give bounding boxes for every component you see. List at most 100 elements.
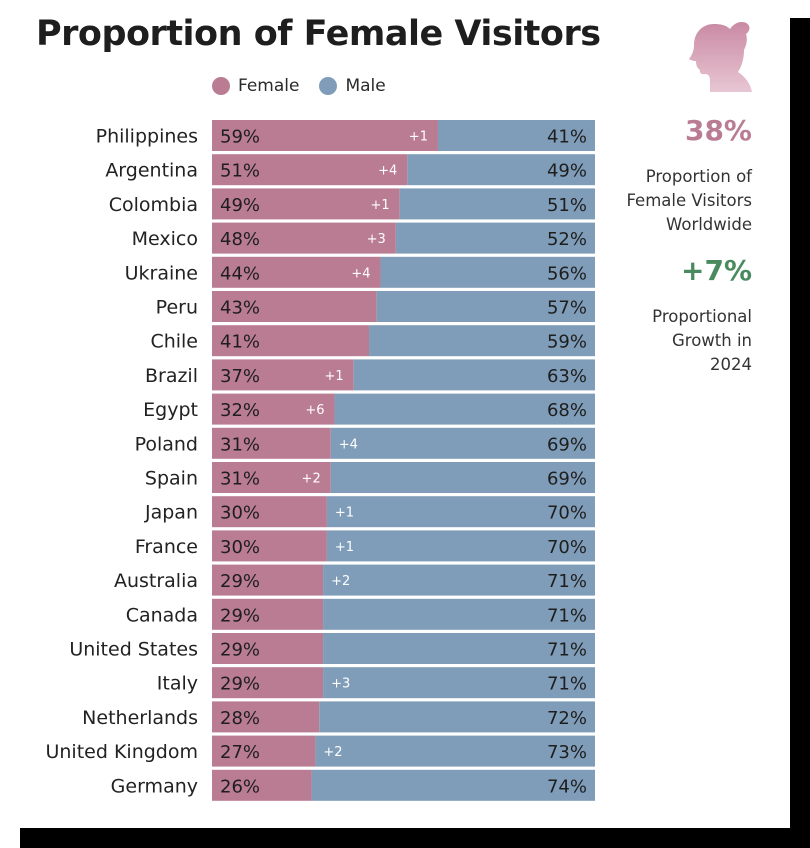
category-label-philippines: Philippines	[96, 126, 198, 148]
growth-label-italy: +3	[331, 677, 350, 692]
bar-female-italy	[212, 667, 324, 699]
value-label-female-united-states: 29%	[220, 640, 260, 661]
growth-label-colombia: +1	[370, 198, 389, 213]
value-label-male-mexico: 52%	[547, 229, 587, 250]
value-label-female-chile: 41%	[220, 332, 260, 353]
value-label-female-mexico: 48%	[220, 229, 260, 250]
value-label-male-ukraine: 56%	[547, 263, 587, 284]
category-label-chile: Chile	[150, 331, 198, 353]
growth-label-japan: +1	[335, 506, 354, 521]
bar-female-france	[212, 530, 327, 562]
legend-label-male: Male	[345, 76, 386, 96]
bar-female-netherlands	[212, 701, 320, 733]
value-label-female-australia: 29%	[220, 571, 260, 592]
value-label-male-united-kingdom: 73%	[547, 742, 587, 763]
bar-female-united-kingdom	[212, 735, 316, 767]
value-label-male-brazil: 63%	[547, 366, 587, 387]
bar-chart: Philippines 59% 41% +1 Argentina 51% 49% +4 Colo…	[45, 120, 595, 801]
growth-label-united-kingdom: +2	[323, 745, 342, 760]
value-label-female-germany: 26%	[220, 776, 260, 797]
bar-female-spain	[212, 462, 331, 493]
bar-male-netherlands	[319, 701, 595, 733]
bar-male-argentina	[407, 154, 595, 186]
bar-male-philippines	[437, 120, 595, 151]
category-label-argentina: Argentina	[105, 160, 198, 182]
worldwide-female-label: Proportion of Female Visitors Worldwide	[626, 167, 752, 234]
bar-female-egypt	[212, 393, 335, 425]
bar-male-australia	[323, 564, 595, 596]
category-label-france: France	[135, 536, 198, 558]
infographic-card: Proportion of Female Visitors Female Mal…	[36, 14, 752, 801]
frame-shadow-bottom	[20, 828, 810, 848]
chart-title: Proportion of Female Visitors	[36, 14, 601, 54]
category-label-ukraine: Ukraine	[125, 262, 198, 284]
value-label-female-united-kingdom: 27%	[220, 742, 260, 763]
bar-male-colombia	[399, 188, 595, 220]
category-label-italy: Italy	[157, 673, 198, 695]
growth-label-argentina: +4	[378, 164, 397, 179]
category-label-mexico: Mexico	[132, 228, 198, 250]
value-label-male-france: 70%	[547, 537, 587, 558]
bar-male-japan	[326, 496, 595, 528]
category-label-brazil: Brazil	[145, 365, 198, 387]
value-label-male-colombia: 51%	[547, 195, 587, 216]
growth-label-france: +1	[335, 540, 354, 555]
bar-male-united-kingdom	[315, 735, 595, 767]
growth-label-mexico: +3	[367, 232, 386, 247]
category-label-egypt: Egypt	[143, 399, 198, 421]
category-label-netherlands: Netherlands	[82, 707, 198, 729]
category-label-united-kingdom: United Kingdom	[45, 741, 198, 763]
bar-male-poland	[330, 427, 595, 459]
growth-stat: +7%	[681, 254, 752, 287]
bar-male-ukraine	[380, 256, 595, 288]
value-label-female-egypt: 32%	[220, 400, 260, 421]
bar-male-united-states	[323, 633, 595, 664]
bar-female-chile	[212, 325, 370, 357]
category-label-united-states: United States	[69, 639, 198, 661]
bar-female-ukraine	[212, 256, 381, 288]
value-label-male-egypt: 68%	[547, 400, 587, 421]
category-label-australia: Australia	[114, 570, 198, 592]
bar-female-philippines	[212, 120, 438, 151]
chart-legend: Female Male	[212, 76, 386, 96]
bar-female-canada	[212, 598, 324, 630]
value-label-female-colombia: 49%	[220, 195, 260, 216]
value-label-female-philippines: 59%	[220, 127, 260, 148]
category-label-spain: Spain	[145, 468, 198, 490]
value-label-male-poland: 69%	[547, 434, 587, 455]
category-label-colombia: Colombia	[109, 194, 198, 216]
bar-female-colombia	[212, 188, 400, 220]
value-label-female-brazil: 37%	[220, 366, 260, 387]
legend-swatch-female	[212, 77, 230, 95]
bar-male-egypt	[334, 393, 595, 425]
woman-silhouette-icon	[689, 22, 752, 92]
growth-label-brazil: +1	[325, 369, 344, 384]
worldwide-female-stat: 38%	[684, 114, 752, 147]
value-label-female-peru: 43%	[220, 298, 260, 319]
bar-male-canada	[323, 598, 595, 630]
value-label-female-argentina: 51%	[220, 161, 260, 182]
growth-label-philippines: +1	[409, 130, 428, 145]
value-label-male-spain: 69%	[547, 469, 587, 490]
growth-label-australia: +2	[331, 574, 350, 589]
value-label-male-canada: 71%	[547, 605, 587, 626]
frame-shadow-right	[790, 18, 810, 848]
bar-female-australia	[212, 564, 324, 596]
growth-label-egypt: +6	[305, 403, 324, 418]
bar-female-germany	[212, 769, 312, 801]
growth-label: Proportional Growth in 2024	[652, 307, 752, 374]
bar-male-spain	[330, 462, 595, 493]
bar-female-argentina	[212, 154, 408, 186]
value-label-female-poland: 31%	[220, 434, 260, 455]
value-label-female-spain: 31%	[220, 469, 260, 490]
bar-female-japan	[212, 496, 327, 528]
value-label-male-germany: 74%	[547, 776, 587, 797]
bar-male-germany	[311, 769, 595, 801]
bar-male-brazil	[353, 359, 595, 391]
bar-male-mexico	[395, 222, 595, 254]
growth-label-poland: +4	[339, 437, 358, 452]
legend-item-male: Male	[319, 76, 386, 96]
bar-male-italy	[323, 667, 595, 699]
bar-male-france	[326, 530, 595, 562]
category-label-japan: Japan	[144, 502, 198, 524]
